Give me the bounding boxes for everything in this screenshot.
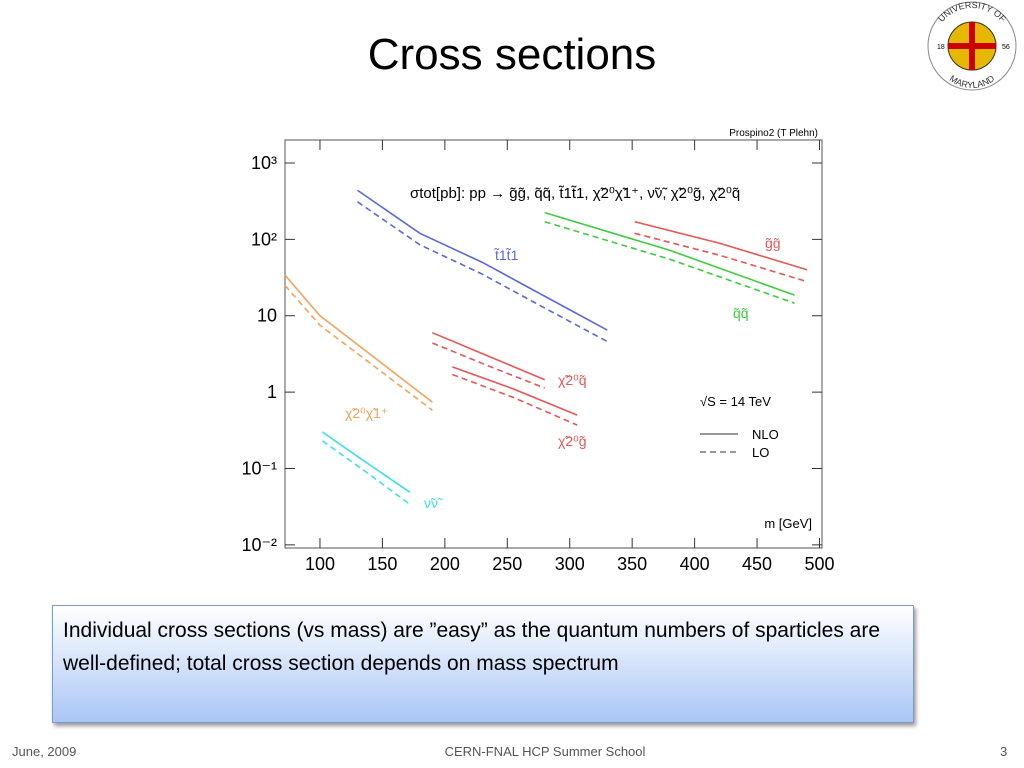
- x-tick-label: 400: [680, 554, 710, 574]
- series-label: q̃q̃: [733, 305, 749, 321]
- text-box: Individual cross sections (vs mass) are …: [52, 605, 914, 723]
- series-label: χ̃2⁰χ̃1⁺: [345, 405, 388, 421]
- legend-label: LO: [752, 445, 769, 460]
- series-label: χ̃2⁰q̃: [558, 372, 587, 388]
- nlo-line: [432, 331, 546, 381]
- seal-cross: [948, 22, 996, 70]
- y-tick-label: 10⁻¹: [241, 458, 277, 478]
- lo-line: [322, 440, 411, 505]
- logo-right: 56: [1002, 44, 1010, 51]
- x-tick-label: 450: [742, 554, 772, 574]
- nlo-line: [544, 211, 795, 296]
- footer-title: CERN-FNAL HCP Summer School: [444, 744, 646, 759]
- lo-line: [544, 221, 795, 304]
- series-label: g̃g̃: [765, 235, 781, 251]
- plot-frame: [284, 139, 823, 549]
- nlo-line: [284, 274, 433, 403]
- x-tick-label: 500: [804, 554, 834, 574]
- y-tick-label: 10²: [251, 229, 277, 249]
- y-tick-label: 1: [267, 382, 277, 402]
- y-tick-label: 10³: [251, 153, 277, 173]
- x-tick-label: 100: [305, 554, 335, 574]
- logo-left: 18: [937, 44, 945, 51]
- series-label: t̃1t̃1: [494, 247, 519, 263]
- annotation: √S = 14 TeV: [700, 394, 771, 409]
- x-axis-label: m [GeV]: [764, 516, 812, 531]
- x-tick-label: 250: [492, 554, 522, 574]
- chart: 10³ 10² 10 1 10⁻¹ 10⁻² 100 150 200 250 300 350 400 45…: [241, 128, 834, 574]
- lo-line: [432, 342, 546, 389]
- nlo-line: [634, 220, 808, 271]
- footer-date: June, 2009: [12, 744, 77, 759]
- x-tick-label: 200: [430, 554, 460, 574]
- nlo-line: [356, 189, 608, 331]
- legend-label: NLO: [752, 427, 779, 442]
- page-number: 3: [1000, 744, 1008, 759]
- series-label: χ̃2⁰g̃: [558, 433, 587, 449]
- chart-title: σtot[pb]: pp → g̃g̃, q̃q̃, t̃1t̃1, χ̃2⁰χ…: [410, 185, 740, 202]
- nlo-line: [322, 431, 411, 493]
- y-tick-label: 10⁻²: [241, 535, 277, 555]
- credit: Prospino2 (T Plehn): [729, 128, 818, 139]
- slide-title: Cross sections: [367, 30, 657, 79]
- x-tick-label: 150: [367, 554, 397, 574]
- lo-line: [356, 201, 608, 343]
- nlo-line: [452, 366, 578, 416]
- y-tick-label: 10: [257, 306, 277, 326]
- x-tick-label: 300: [555, 554, 585, 574]
- lo-line: [452, 373, 578, 426]
- x-tick-label: 350: [617, 554, 647, 574]
- logo: UNIVERSITY OF MARYLAND 18 56: [927, 0, 1017, 91]
